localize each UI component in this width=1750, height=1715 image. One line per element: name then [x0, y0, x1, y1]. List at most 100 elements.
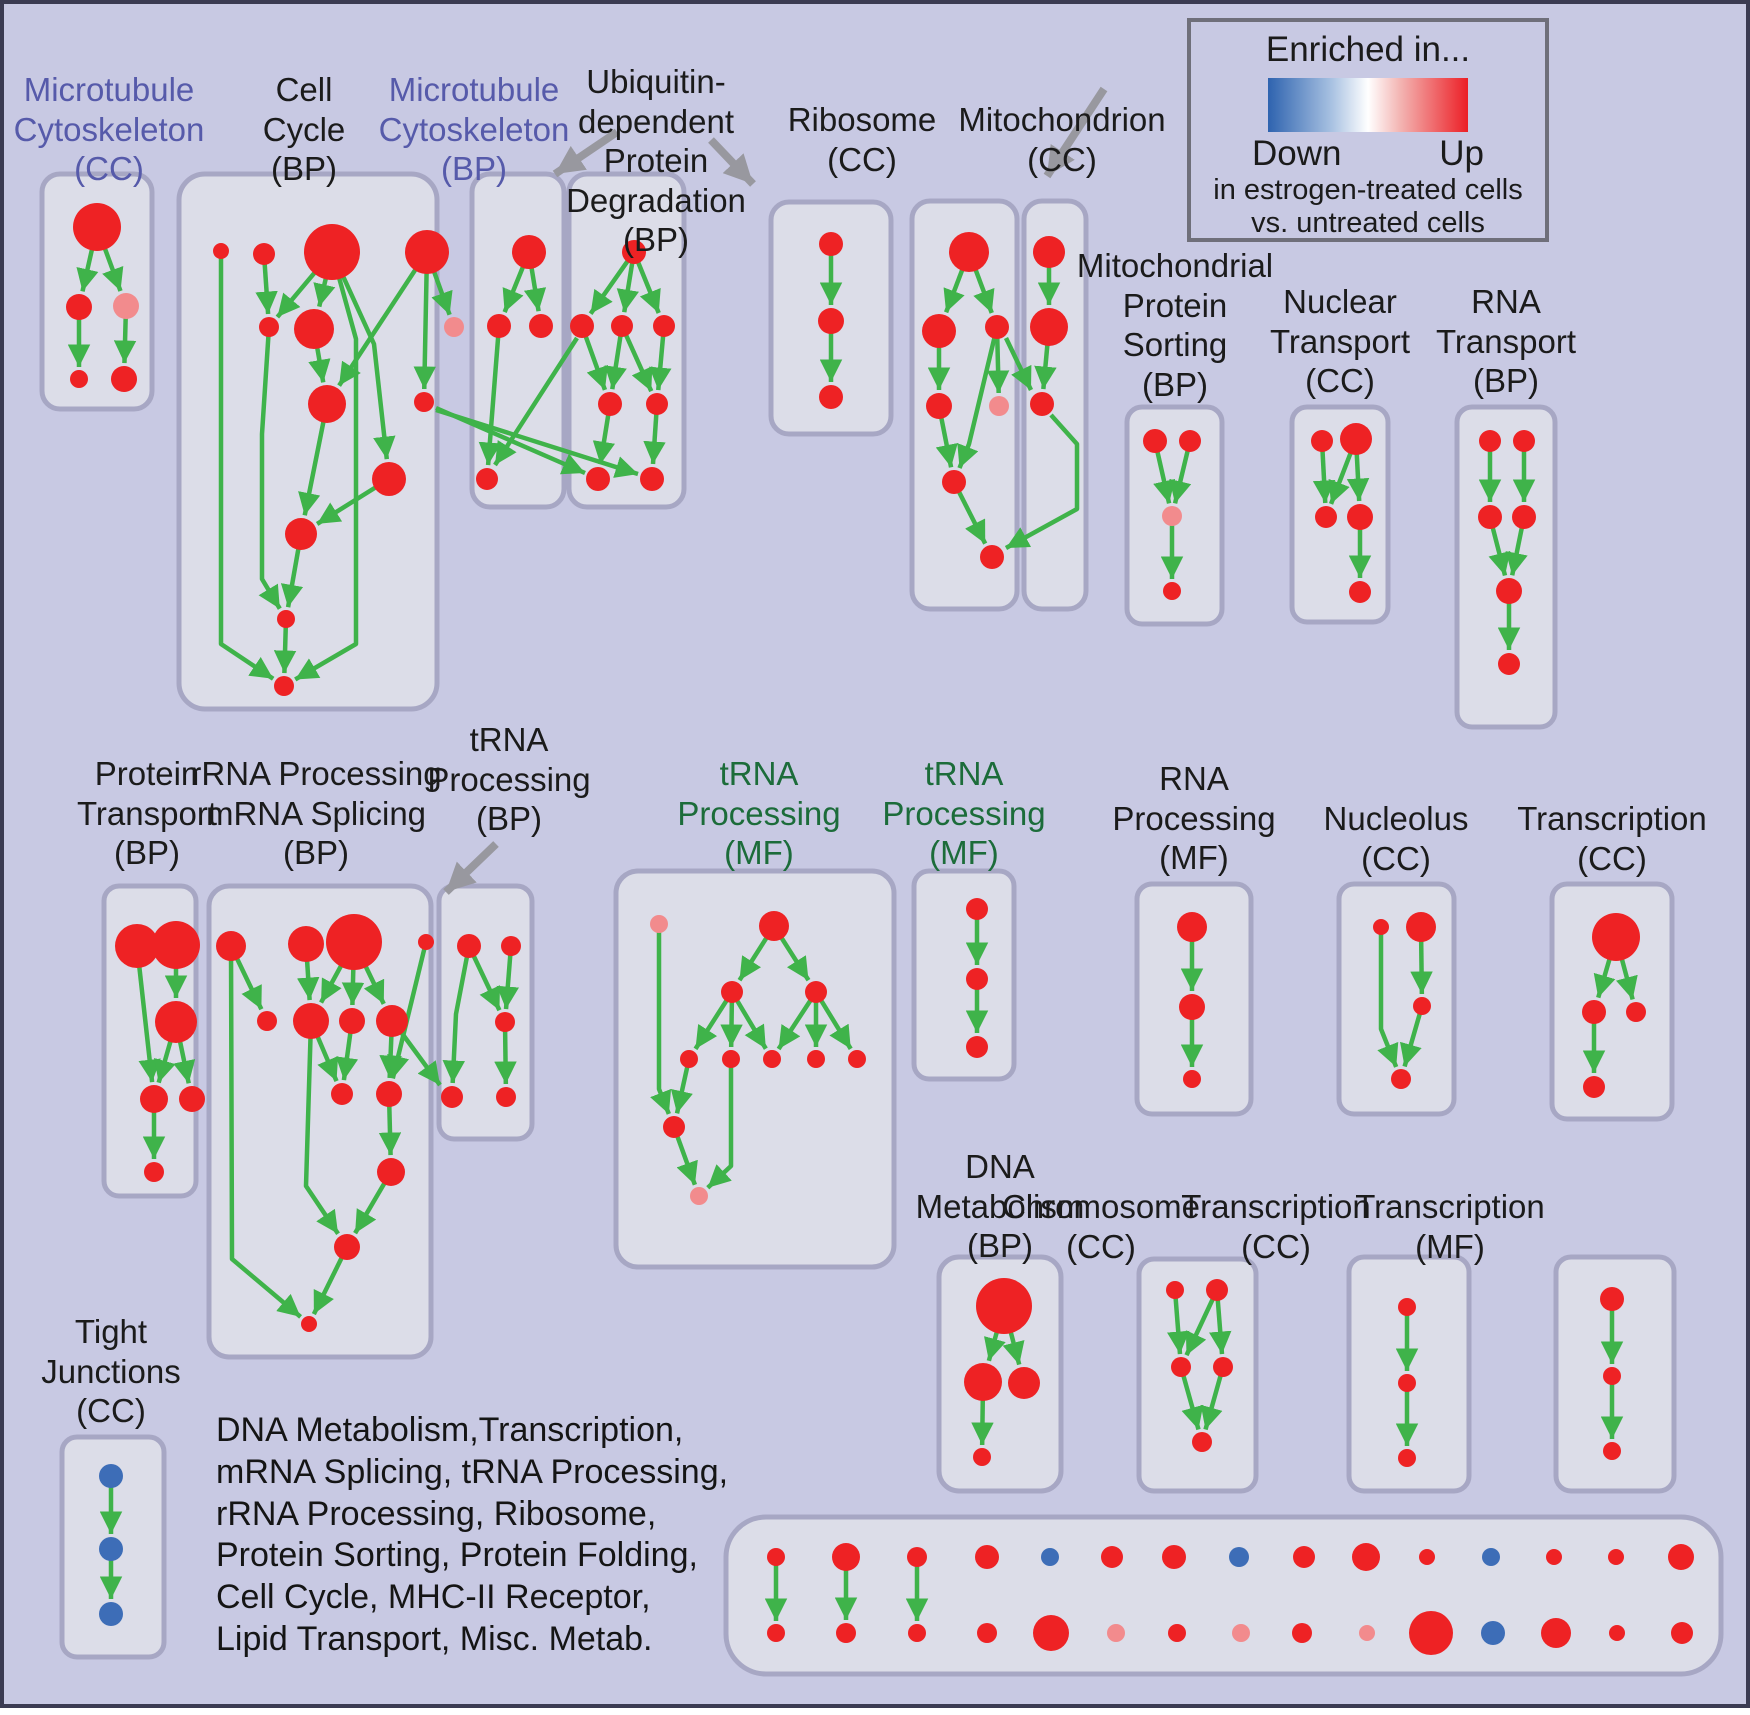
cell-cycle-bp-node-7: [308, 385, 346, 423]
legend-box: Enriched in... Down Up in estrogen-treat…: [1187, 18, 1549, 242]
microtubule-cytoskeleton-bp-node-1: [487, 314, 511, 338]
nuclear-transport-cc-node-3: [1347, 504, 1373, 530]
nuclear-transport-cc-node-4: [1349, 581, 1371, 603]
transcription-mf-bottom-node-0: [1600, 1287, 1624, 1311]
rrna-processing-mrna-splicing-bp-node-2: [326, 914, 382, 970]
label-mitochondrion-cc: Mitochondrion (CC): [958, 101, 1166, 178]
annotation-arrows: [443, 86, 1108, 895]
ubiquitin-chain-bp-node-0: [819, 232, 843, 256]
rna-processing-mf-node-1: [1179, 994, 1205, 1020]
trna-processing-bp-edge: [494, 1021, 517, 1085]
nuclear-transport-cc-node-2: [1315, 506, 1337, 528]
protein-transport-bp-node-1: [152, 921, 200, 969]
legend-ends: Down Up: [1252, 134, 1484, 174]
mitochondrion-cc-node-0: [1033, 236, 1065, 268]
chromosome-cc-edge: [1178, 1366, 1204, 1431]
mitochondrial-protein-sorting-bp-node-3: [1163, 582, 1181, 600]
label-dna-metabolism-bp: DNA Metabolism (BP): [915, 1148, 1085, 1265]
mixed-terms-strip-node-9: [1352, 1543, 1380, 1571]
label-trna-processing-mf-1: tRNA Processing (MF): [677, 755, 841, 872]
mixed-terms-strip-node-3: [975, 1545, 999, 1569]
mixed-terms-strip-node-4: [1041, 1548, 1059, 1566]
chromosome-cc-edge: [1167, 1289, 1190, 1355]
rna-processing-mf-node-2: [1183, 1070, 1201, 1088]
ubiquitin-degradation-bp-edge: [588, 250, 636, 316]
microtubule-cytoskeleton-cc-node-2: [113, 293, 139, 319]
label-microtubule-cytoskeleton-bp: Microtubule Cytoskeleton (BP): [378, 71, 570, 188]
label-cell-cycle-bp: Cell Cycle (BP): [262, 71, 346, 188]
cell-cycle-bp-edge: [329, 251, 396, 460]
rrna-processing-mrna-splicing-bp-node-4: [257, 1011, 277, 1031]
tight-junctions-cc-node-1: [99, 1537, 123, 1561]
label-microtubule-cytoskeleton-cc: Microtubule Cytoskeleton (CC): [13, 71, 205, 188]
mixed-terms-strip-node-8: [1293, 1546, 1315, 1568]
mixed-terms-strip-node-28: [1609, 1625, 1625, 1641]
rna-transport-bp-node-3: [1512, 505, 1536, 529]
mitochondrial-protein-sorting-bp-node-0: [1143, 429, 1167, 453]
label-rna-processing-mf: RNA Processing (MF): [1112, 760, 1276, 877]
transcription-cc-bottom-node-2: [1398, 1449, 1416, 1467]
cell-cycle-bp-edge: [413, 251, 436, 390]
ribosome-cc-node-0: [949, 232, 989, 272]
cross-cluster-edge: [399, 1030, 442, 1087]
label-pointer-arrow: [552, 128, 620, 178]
ubiquitin-degradation-bp-node-5: [646, 393, 668, 415]
trna-processing-mf-small-node-2: [966, 1036, 988, 1058]
trna-processing-mf-large-edge: [670, 1058, 693, 1114]
rrna-processing-mrna-splicing-bp-edge: [228, 945, 303, 1319]
network-graph: [39, 86, 1724, 1677]
label-pointer-arrow: [1043, 86, 1108, 179]
protein-transport-bp-node-0: [115, 924, 159, 968]
rna-transport-bp-node-0: [1479, 430, 1501, 452]
nuclear-transport-cc-node-0: [1311, 430, 1333, 452]
protein-transport-bp-node-2: [155, 1001, 197, 1043]
chromosome-cc-box: [1136, 1256, 1259, 1494]
node-layer: [66, 203, 1694, 1655]
mixed-terms-strip-node-19: [1033, 1615, 1069, 1651]
legend-subtitle-line2: vs. untreated cells: [1251, 207, 1485, 240]
ribosome-cc-node-5: [942, 470, 966, 494]
ubiquitin-degradation-bp-node-7: [640, 467, 664, 491]
tight-junctions-cc-node-2: [99, 1602, 123, 1626]
rrna-processing-mrna-splicing-bp-node-12: [301, 1316, 317, 1332]
label-trna-processing-mf-2: tRNA Processing (MF): [882, 755, 1046, 872]
dna-metabolism-bp-node-1: [964, 1363, 1002, 1401]
trna-processing-bp-edge: [442, 945, 472, 1084]
dna-metabolism-bp-node-2: [1008, 1367, 1040, 1399]
protein-transport-bp-edge: [134, 945, 161, 1083]
ubiquitin-degradation-bp-node-0: [622, 240, 646, 264]
chromosome-cc-node-0: [1166, 1281, 1184, 1299]
cross-cluster-edge: [1004, 413, 1080, 550]
mixed-terms-strip-node-18: [977, 1623, 997, 1643]
trna-processing-mf-large-node-5: [722, 1050, 740, 1068]
mixed-terms-strip-node-11: [1482, 1548, 1500, 1566]
protein-transport-bp-node-4: [179, 1086, 205, 1112]
mixed-terms-strip-node-26: [1481, 1621, 1505, 1645]
mixed-terms-strip-node-10: [1419, 1549, 1435, 1565]
cell-cycle-bp-node-8: [414, 392, 434, 412]
microtubule-cytoskeleton-cc-node-3: [70, 370, 88, 388]
ribosome-cc-node-1: [922, 314, 956, 348]
transcription-mf-bottom-node-2: [1603, 1442, 1621, 1460]
ubiquitin-degradation-bp-node-1: [570, 314, 594, 338]
label-transcription-cc-bottom: Transcription (CC): [1181, 1188, 1371, 1265]
rrna-processing-mrna-splicing-bp-edge: [303, 1020, 340, 1235]
nucleolus-cc-box: [1336, 881, 1457, 1117]
trna-processing-bp-node-2: [495, 1012, 515, 1032]
rrna-processing-mrna-splicing-bp-node-10: [377, 1158, 405, 1186]
mixed-terms-strip-node-17: [908, 1624, 926, 1642]
rrna-processing-mrna-splicing-bp-node-1: [288, 926, 324, 962]
label-tight-junctions-cc: Tight Junctions (CC): [41, 1313, 181, 1430]
rrna-processing-mrna-splicing-bp-node-11: [334, 1234, 360, 1260]
label-pointer-arrow: [708, 137, 756, 187]
trna-processing-mf-large-node-7: [807, 1050, 825, 1068]
label-rna-transport-bp: RNA Transport (BP): [1436, 283, 1576, 400]
ubiquitin-degradation-bp-node-6: [586, 467, 610, 491]
rrna-processing-mrna-splicing-bp-node-0: [216, 931, 246, 961]
dna-metabolism-bp-node-0: [976, 1278, 1032, 1334]
mixed-terms-strip-node-23: [1292, 1623, 1312, 1643]
mixed-terms-strip-node-25: [1409, 1611, 1453, 1655]
trna-processing-bp-node-0: [457, 934, 481, 958]
cell-cycle-bp-node-2: [304, 224, 360, 280]
label-transcription-mf-bottom: Transcription (MF): [1355, 1188, 1545, 1265]
